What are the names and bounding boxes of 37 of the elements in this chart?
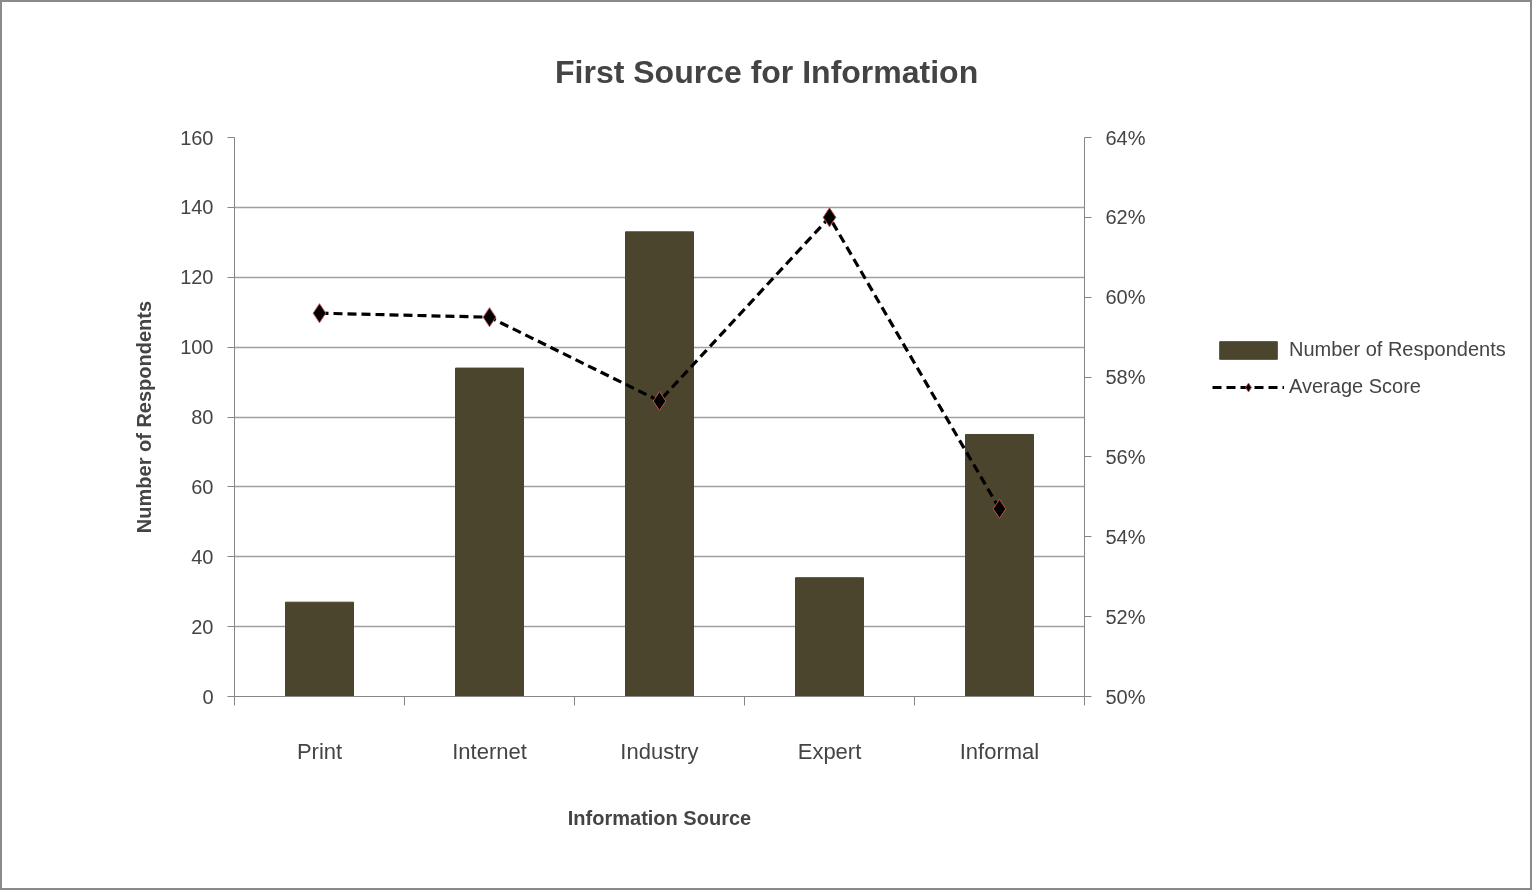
bar xyxy=(285,601,354,697)
point xyxy=(482,307,497,328)
x-tick-label: Print xyxy=(296,738,343,764)
y2-tick-label: 54% xyxy=(1105,525,1146,548)
y2-tick-label: 62% xyxy=(1105,206,1146,229)
x-tick-label: Industry xyxy=(620,738,699,764)
y-tick-label: 80 xyxy=(191,406,214,428)
y-tick-label: 160 xyxy=(180,126,214,149)
bar xyxy=(965,433,1034,697)
y-tick-label: 120 xyxy=(180,266,214,289)
y2-tick-label: 64% xyxy=(1105,126,1146,149)
bar xyxy=(455,367,524,697)
x-tick-label: Informal xyxy=(959,738,1040,764)
bar xyxy=(625,231,694,697)
chart-title: First Source for Information xyxy=(555,54,979,90)
y-tick-label: 100 xyxy=(180,336,214,359)
y2-tick-label: 50% xyxy=(1105,685,1146,708)
y-tick-label: 0 xyxy=(202,685,214,708)
y2-tick-label: 60% xyxy=(1105,286,1146,309)
y2-tick-label: 52% xyxy=(1105,605,1146,628)
legend-label: Average Score xyxy=(1289,375,1421,398)
y-axis-title: Number of Respondents xyxy=(133,300,156,534)
y2-tick-label: 56% xyxy=(1105,445,1146,468)
legend-label: Number of Respondents xyxy=(1289,338,1506,361)
bar xyxy=(795,577,864,697)
y-tick-label: 40 xyxy=(191,545,214,568)
point xyxy=(652,391,667,412)
y2-tick-label: 58% xyxy=(1105,366,1146,389)
point xyxy=(822,207,837,228)
x-tick-label: Expert xyxy=(797,738,862,764)
y-tick-label: 140 xyxy=(180,196,214,219)
point xyxy=(992,498,1007,519)
x-axis-title: Information Source xyxy=(567,806,752,829)
y-tick-label: 60 xyxy=(191,475,214,498)
y-tick-label: 20 xyxy=(191,615,214,638)
x-tick-label: Internet xyxy=(452,738,527,764)
point xyxy=(312,303,327,324)
